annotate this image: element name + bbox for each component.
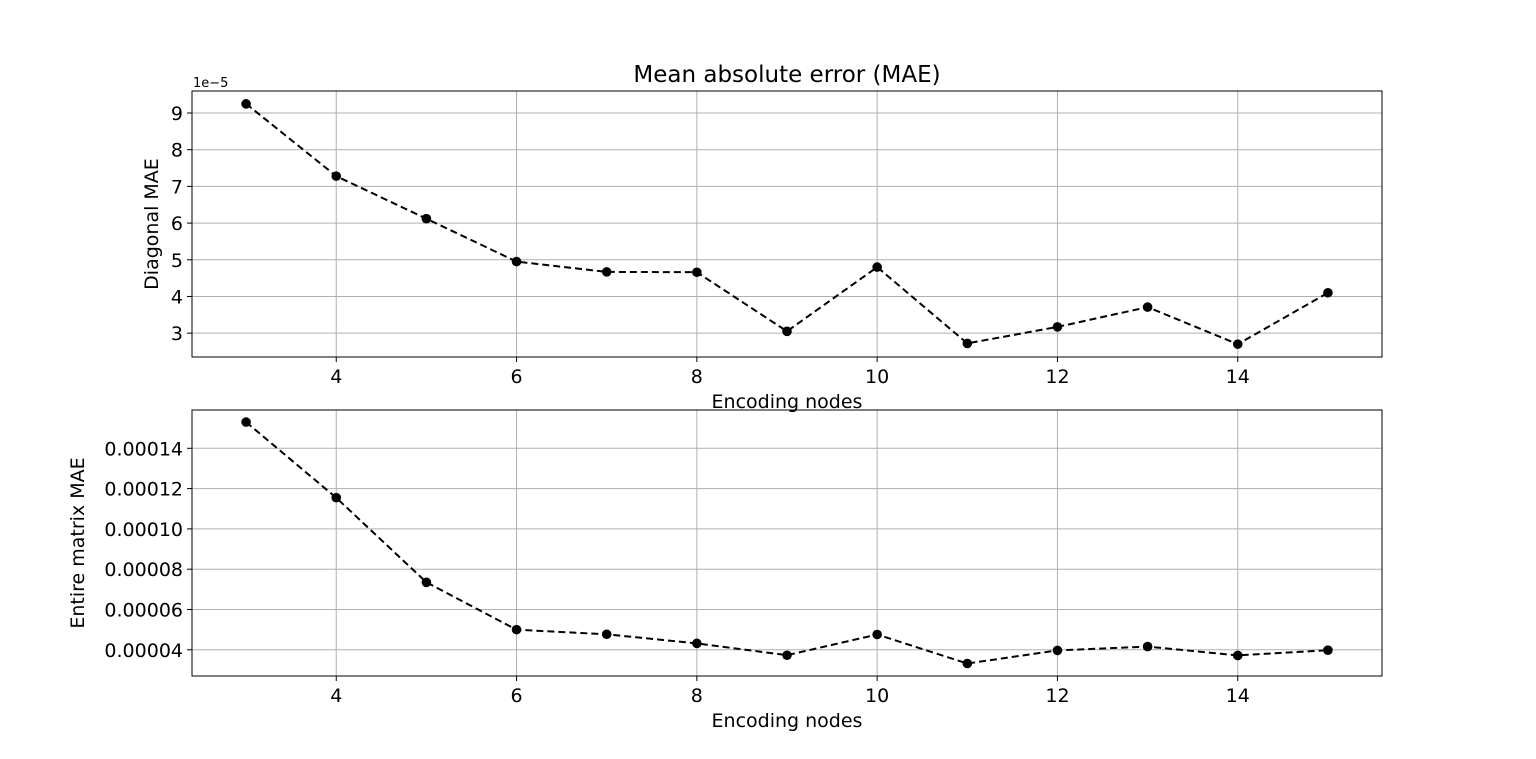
data-point	[962, 338, 973, 349]
x-tick-label: 6	[510, 685, 522, 707]
x-axis-ticks: 4 6 8 10 12 14	[330, 357, 1250, 388]
y-tick-label: 6	[171, 213, 183, 235]
y-tick-label: 5	[171, 250, 183, 272]
data-point	[1232, 339, 1243, 349]
data-point	[1232, 650, 1243, 661]
plot-frame	[191, 90, 1383, 358]
y-tick-label: 3	[171, 323, 183, 345]
data-point	[241, 417, 251, 427]
y-tick-label: 4	[171, 286, 183, 308]
plot-frame	[191, 409, 1383, 677]
x-tick-label: 8	[691, 366, 703, 388]
data-point	[421, 577, 432, 588]
y-tick-label: 0.00014	[104, 438, 183, 460]
data-point	[782, 326, 792, 337]
x-tick-label: 6	[510, 366, 522, 388]
y-tick-label: 0.00012	[104, 479, 183, 501]
x-axis-ticks: 4 6 8 10 12 14	[330, 676, 1250, 707]
y-tick-label: 0.00010	[104, 519, 183, 541]
x-tick-label: 10	[865, 685, 889, 707]
y-tick-label: 9	[171, 103, 183, 125]
data-point	[1142, 641, 1153, 652]
y-tick-label: 7	[171, 176, 183, 198]
y-tick-label: 0.00004	[104, 640, 183, 662]
data-point	[692, 638, 702, 649]
x-tick-label: 12	[1045, 685, 1069, 707]
grid-lines	[192, 410, 1382, 676]
data-point	[511, 624, 522, 635]
data-point	[872, 262, 882, 272]
x-tick-label: 10	[865, 366, 889, 388]
data-point	[1323, 645, 1333, 656]
diagonal-mae-panel: 4 6 8 10 12 14 3 4 5 6 7 8 9 Encoding nodes Diagona…	[141, 76, 1383, 413]
y-axis-ticks: 3 4 5 6 7 8 9	[171, 103, 192, 345]
data-point	[1052, 322, 1063, 332]
grid-lines	[192, 91, 1382, 357]
series-line	[245, 421, 1328, 665]
data-point	[1323, 287, 1333, 298]
data-point	[331, 171, 342, 181]
data-point	[692, 267, 702, 278]
x-tick-label: 4	[330, 366, 342, 388]
x-tick-label: 4	[330, 685, 342, 707]
y-axis-label: Diagonal MAE	[141, 158, 163, 290]
data-point	[872, 629, 882, 640]
data-point	[601, 267, 612, 277]
x-tick-label: 8	[691, 685, 703, 707]
series-line	[245, 103, 1329, 346]
x-tick-label: 12	[1045, 366, 1069, 388]
data-point	[241, 99, 251, 109]
entire-matrix-mae-panel: 4 6 8 10 12 14 0.000040.000060.000080.000100.…	[67, 409, 1383, 732]
data-point	[962, 658, 973, 669]
data-point	[421, 213, 432, 224]
data-point	[601, 629, 612, 640]
figure-title: Mean absolute error (MAE)	[633, 62, 940, 88]
y-tick-label: 0.00008	[104, 559, 183, 581]
data-point	[331, 492, 342, 503]
data-point	[1052, 645, 1063, 656]
data-series	[241, 417, 1333, 669]
x-tick-label: 14	[1226, 366, 1250, 388]
y-tick-label: 8	[171, 140, 183, 162]
y-axis-label: Entire matrix MAE	[67, 457, 89, 628]
data-series	[241, 99, 1333, 349]
x-axis-label: Encoding nodes	[712, 391, 863, 413]
y-tick-label: 0.00006	[104, 600, 183, 622]
data-point	[511, 256, 522, 267]
x-tick-label: 14	[1226, 685, 1250, 707]
x-axis-label: Encoding nodes	[712, 710, 863, 732]
data-point	[782, 650, 792, 661]
data-point	[1142, 302, 1153, 312]
y-axis-offset-label: 1e−5	[193, 76, 228, 91]
y-axis-ticks: 0.00004 0.00006 0.00008 0.00010 0.00012 0.000…	[104, 438, 192, 662]
